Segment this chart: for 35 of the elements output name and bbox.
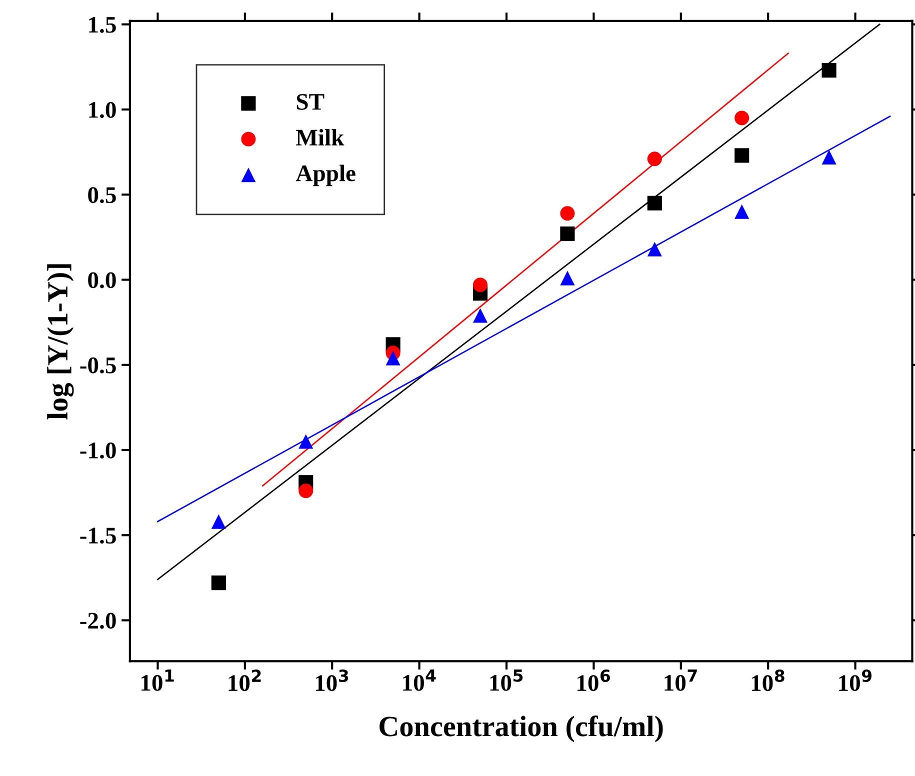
- y-tick-label: -1.0: [80, 442, 116, 459]
- x-tick-label: 10$^{7}$: [664, 670, 697, 691]
- x-axis-title: Concentration (cfu/ml): [380, 716, 663, 742]
- y-tick-label: 1.5: [89, 16, 116, 33]
- point: [472, 308, 488, 323]
- y-tick-label: 1.0: [89, 102, 116, 118]
- x-tick-label: 10$^{5}$: [490, 670, 523, 691]
- y-axis-title: log [Y/(1-Y)]: [47, 264, 74, 420]
- x-tick-label: 10$^{1}$: [142, 670, 174, 691]
- point: [822, 63, 836, 78]
- x-tick-label: 10$^{9}$: [839, 670, 872, 692]
- point: [734, 148, 750, 163]
- point: [211, 514, 226, 529]
- y-tick-label: -0.5: [80, 357, 116, 374]
- legend-label: ST: [296, 94, 324, 110]
- point: [386, 350, 400, 366]
- x-tick-label: 10$^{8}$: [752, 670, 784, 692]
- point: [647, 196, 662, 210]
- point: [560, 270, 575, 286]
- x-tick-label: 10$^{2}$: [228, 670, 261, 692]
- point: [560, 226, 575, 242]
- point: [734, 204, 750, 219]
- point: [822, 150, 836, 164]
- point: [647, 242, 662, 256]
- x-tick-label: 10$^{6}$: [578, 670, 610, 692]
- x-tick-label: 10$^{3}$: [316, 670, 348, 692]
- legend-label: Apple: [296, 164, 356, 186]
- point: [211, 576, 226, 590]
- y-tick-label: 0.0: [88, 272, 116, 288]
- y-tick-label: -2.0: [80, 612, 116, 629]
- point: [298, 434, 314, 449]
- legend-label: Milk: [296, 128, 344, 146]
- y-tick-label: -1.5: [80, 528, 116, 544]
- x-tick-label: 10$^{4}$: [403, 670, 436, 691]
- y-tick-label: 0.5: [88, 187, 116, 204]
